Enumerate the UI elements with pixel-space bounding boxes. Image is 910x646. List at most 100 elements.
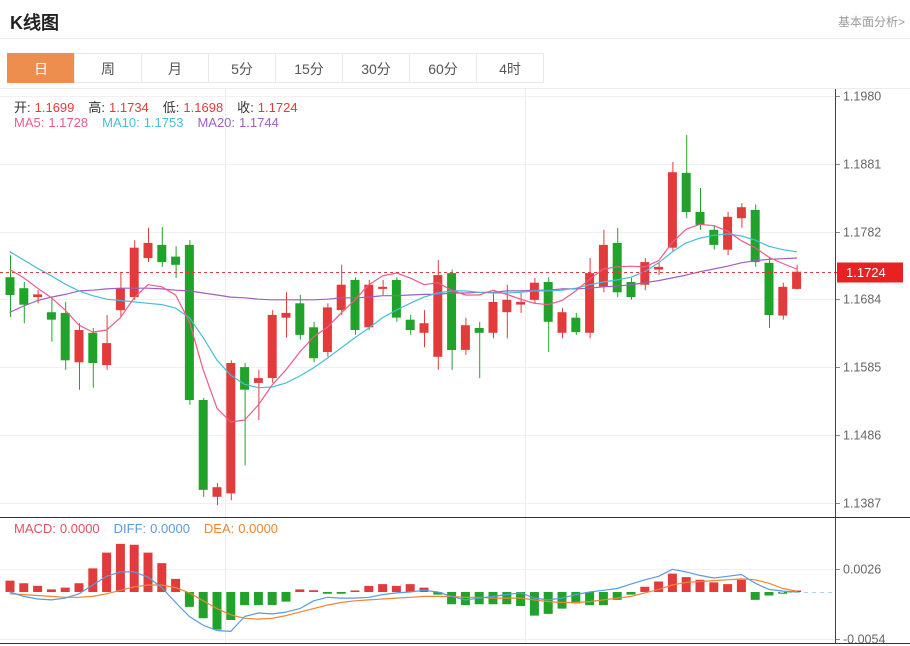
macd-bar: [115, 543, 125, 592]
interval-tab-4[interactable]: 15分: [275, 53, 343, 83]
ma-legend: MA5: 1.1728 MA10: 1.1753 MA20: 1.1744: [14, 115, 293, 130]
candle-body: [102, 343, 112, 366]
legend-value: 0.0000: [59, 521, 100, 536]
candle-body: [502, 299, 512, 313]
candle-body: [198, 400, 208, 490]
macd-bar: [585, 592, 595, 606]
candle-body: [19, 288, 29, 305]
macd-bar: [364, 585, 374, 592]
macd-bar: [143, 552, 153, 592]
candle-body: [447, 273, 457, 350]
candle-body: [378, 286, 388, 289]
ma10-line: [9, 233, 798, 389]
macd-bar: [378, 584, 388, 592]
candle-body: [750, 209, 760, 263]
price-tick-label: 1.1881: [843, 158, 881, 172]
candle-body: [295, 303, 305, 335]
candle-body: [612, 242, 622, 293]
macd-bar: [129, 544, 139, 592]
candle-body: [240, 367, 250, 390]
ma5-line: [9, 223, 798, 423]
legend-value: 1.1724: [257, 100, 298, 115]
macd-bar: [88, 568, 98, 592]
macd-bar: [171, 578, 181, 592]
macd-bar: [460, 592, 470, 606]
legend-value: 0.0000: [150, 521, 190, 536]
candle-body: [253, 378, 263, 383]
interval-tab-7[interactable]: 4时: [476, 53, 544, 83]
fundamental-analysis-link[interactable]: 基本面分析>: [837, 15, 905, 29]
legend-label: 高:: [88, 100, 106, 115]
macd-bar: [184, 592, 194, 607]
legend-value: 0.0000: [238, 521, 279, 536]
legend-label: 收:: [237, 100, 254, 115]
candle-body: [226, 363, 236, 494]
interval-tab-1[interactable]: 周: [74, 53, 142, 83]
macd-bar: [309, 590, 319, 592]
macd-bar: [543, 592, 553, 614]
macd-bar: [529, 592, 539, 616]
candle-body: [88, 332, 98, 363]
candle-body: [654, 266, 664, 270]
macd-bar: [391, 585, 401, 592]
candle-body: [571, 317, 581, 333]
legend-value: 1.1728: [48, 115, 89, 130]
page-title: K线图: [10, 13, 59, 33]
macd-legend: MACD: 0.0000 DIFF: 0.0000 DEA: 0.0000: [14, 521, 292, 536]
macd-bar: [60, 587, 70, 592]
header: K线图 基本面分析>: [0, 0, 910, 39]
interval-tab-3[interactable]: 5分: [208, 53, 276, 83]
macd-bar: [212, 592, 222, 630]
interval-tab-5[interactable]: 30分: [342, 53, 410, 83]
interval-tab-0[interactable]: 日: [7, 53, 75, 83]
macd-tick-label: 0.0026: [843, 563, 881, 577]
interval-tab-2[interactable]: 月: [141, 53, 209, 83]
candle-body: [640, 262, 650, 285]
candle-body: [322, 307, 332, 352]
macd-tick-label: -0.0054: [843, 633, 885, 646]
price-tick-label: 1.1782: [843, 226, 881, 240]
macd-bar: [667, 573, 677, 592]
candle-body: [391, 279, 401, 318]
candle-body: [405, 319, 415, 330]
candle-body: [74, 330, 84, 363]
legend-value: 1.1734: [109, 100, 149, 115]
macd-bar: [598, 592, 608, 606]
diff-line: [9, 568, 798, 633]
macd-bar: [5, 580, 15, 592]
legend-label: MACD:: [14, 521, 56, 536]
macd-bar: [46, 589, 56, 592]
macd-bar: [33, 585, 43, 592]
macd-bar: [19, 583, 29, 592]
interval-tab-6[interactable]: 60分: [409, 53, 477, 83]
macd-bar: [626, 592, 636, 595]
macd-bar: [571, 592, 581, 604]
candle-body: [143, 242, 153, 258]
macd-bar: [226, 592, 236, 620]
macd-bar: [74, 583, 84, 592]
legend-value: 1.1753: [143, 115, 184, 130]
candle-body: [281, 312, 291, 318]
macd-bar: [640, 586, 650, 592]
candle-body: [723, 216, 733, 250]
macd-bar: [267, 592, 277, 606]
last-price-badge-label: 1.1724: [846, 265, 886, 280]
candle-body: [736, 207, 746, 219]
macd-bar: [102, 552, 112, 592]
candle-body: [764, 262, 774, 315]
candle-body: [709, 229, 719, 245]
legend-label: MA10:: [102, 115, 140, 130]
macd-bar: [736, 579, 746, 592]
candle-body: [33, 294, 43, 298]
candle-body: [792, 271, 802, 289]
candle-body: [433, 275, 443, 357]
legend-label: 开:: [14, 100, 31, 115]
macd-bar: [557, 592, 567, 609]
candle-body: [598, 244, 608, 287]
legend-label: DEA:: [203, 521, 235, 536]
legend-label: DIFF:: [113, 521, 147, 536]
legend-value: 1.1699: [34, 100, 75, 115]
candle-body: [212, 487, 222, 497]
